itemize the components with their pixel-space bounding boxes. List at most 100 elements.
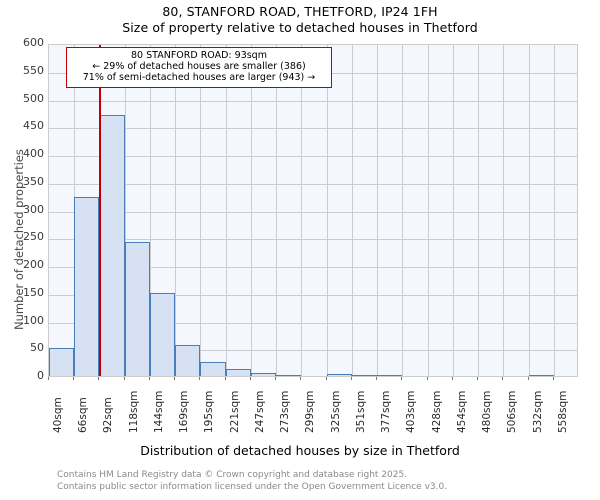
x-axis-tick-mark xyxy=(376,377,378,380)
gridline-vertical xyxy=(149,45,151,376)
x-axis-tick-mark xyxy=(48,377,49,380)
y-axis-tick: 150 xyxy=(23,285,44,299)
gridline-vertical xyxy=(250,45,252,376)
gridline-vertical xyxy=(225,45,227,376)
x-axis-tick: 221sqm xyxy=(228,390,241,433)
gridline-horizontal xyxy=(49,294,577,296)
gridline-horizontal xyxy=(49,100,577,102)
histogram-bar xyxy=(175,345,201,376)
annotation-line-3: 71% of semi-detached houses are larger (… xyxy=(82,72,316,84)
gridline-vertical xyxy=(377,45,379,376)
gridline-vertical xyxy=(553,45,555,376)
gridline-horizontal xyxy=(49,350,577,352)
x-axis-tick: 299sqm xyxy=(304,390,317,433)
gridline-horizontal xyxy=(49,267,577,268)
histogram-bar xyxy=(200,362,226,376)
histogram-bar xyxy=(99,115,125,376)
x-axis-tick: 195sqm xyxy=(203,390,216,433)
x-axis-tick: 66sqm xyxy=(77,397,90,433)
x-axis-tick-mark xyxy=(224,377,226,380)
gridline-vertical xyxy=(301,45,303,376)
y-axis-tick: 550 xyxy=(23,63,44,77)
y-axis-tick: 200 xyxy=(23,258,44,271)
histogram-bar xyxy=(326,373,352,376)
x-axis-tick: 92sqm xyxy=(102,397,115,433)
gridline-horizontal xyxy=(49,322,577,324)
gridline-horizontal xyxy=(49,211,577,213)
gridline-vertical xyxy=(528,45,530,376)
histogram-bar xyxy=(528,374,554,376)
gridline-vertical xyxy=(124,45,126,376)
y-axis-tick: 400 xyxy=(23,147,44,160)
x-axis-tick-mark xyxy=(98,377,100,380)
x-axis-tick-mark xyxy=(552,377,554,380)
y-axis-tick: 350 xyxy=(23,174,44,188)
page-subtitle: Size of property relative to detached ho… xyxy=(122,20,478,35)
histogram-bar xyxy=(377,374,403,376)
gridline-vertical xyxy=(402,45,404,376)
property-marker-line xyxy=(99,45,102,376)
x-axis-tick-mark xyxy=(325,377,327,380)
gridline-vertical xyxy=(200,45,202,376)
annotation-box: 80 STANFORD ROAD: 93sqm ← 29% of detache… xyxy=(66,47,332,88)
gridline-vertical xyxy=(175,45,177,376)
plot-area xyxy=(48,44,578,377)
gridline-vertical xyxy=(503,45,505,376)
x-axis-tick-mark xyxy=(502,377,504,380)
y-axis-tick: 300 xyxy=(23,202,44,216)
x-axis-tick: 403sqm xyxy=(405,390,418,433)
x-axis-tick-mark xyxy=(275,377,277,380)
x-axis-tick: 454sqm xyxy=(455,390,468,433)
histogram-bar xyxy=(351,374,378,376)
histogram-bar xyxy=(49,348,75,376)
y-axis-tick: 250 xyxy=(23,230,44,244)
x-axis-tick: 118sqm xyxy=(127,390,140,433)
y-axis-tick: 500 xyxy=(23,91,44,105)
x-axis-tick: 169sqm xyxy=(178,390,191,433)
gridline-horizontal xyxy=(49,156,577,157)
x-axis-tick-mark xyxy=(148,377,150,380)
gridline-vertical xyxy=(427,45,429,376)
x-axis-tick: 428sqm xyxy=(430,390,443,433)
histogram-bars xyxy=(49,45,577,376)
x-axis-tick-mark xyxy=(477,377,479,380)
x-axis-tick: 506sqm xyxy=(506,390,519,433)
footer-line-2: Contains public sector information licen… xyxy=(57,481,448,492)
y-axis-tick: 0 xyxy=(37,369,44,382)
x-axis-tick-mark xyxy=(451,377,453,380)
gridline-vertical xyxy=(276,45,278,376)
x-axis-tick-mark xyxy=(401,377,403,380)
x-axis-tick-mark xyxy=(123,377,125,380)
x-axis-tick-mark xyxy=(73,377,75,380)
x-axis-tick-mark xyxy=(249,377,251,380)
y-axis-tick: 450 xyxy=(23,119,44,133)
histogram-bar xyxy=(225,369,251,376)
x-axis-tick: 532sqm xyxy=(531,390,544,433)
x-axis-tick-mark xyxy=(199,377,201,380)
x-axis-tick: 351sqm xyxy=(354,390,367,433)
histogram-bar xyxy=(124,241,150,376)
histogram-bar xyxy=(74,197,100,376)
x-axis-tick: 325sqm xyxy=(329,390,342,433)
x-axis-tick: 480sqm xyxy=(481,390,494,433)
x-axis-tick-mark xyxy=(300,377,302,380)
x-axis-tick: 40sqm xyxy=(52,397,64,433)
x-axis-title: Distribution of detached houses by size … xyxy=(140,443,460,458)
footer-attribution: Contains HM Land Registry data © Crown c… xyxy=(57,470,597,493)
gridline-horizontal xyxy=(49,183,577,185)
gridline-horizontal xyxy=(49,239,577,241)
page-title: 80, STANFORD ROAD, THETFORD, IP24 1FH xyxy=(162,4,438,19)
footer-line-1: Contains HM Land Registry data © Crown c… xyxy=(57,470,408,480)
x-axis-tick: 247sqm xyxy=(253,390,266,433)
y-axis-tick: 50 xyxy=(30,341,44,355)
annotation-line-1: 80 STANFORD ROAD: 93sqm xyxy=(131,50,267,61)
x-axis-tick-mark xyxy=(527,377,529,380)
gridline-vertical xyxy=(478,45,480,376)
x-axis-tick: 144sqm xyxy=(152,390,165,433)
histogram-bar xyxy=(276,374,302,376)
y-axis-tick: 100 xyxy=(23,313,44,327)
gridline-vertical xyxy=(351,45,353,376)
x-axis-tick-mark xyxy=(426,377,428,380)
x-axis-tick-mark xyxy=(350,377,352,380)
